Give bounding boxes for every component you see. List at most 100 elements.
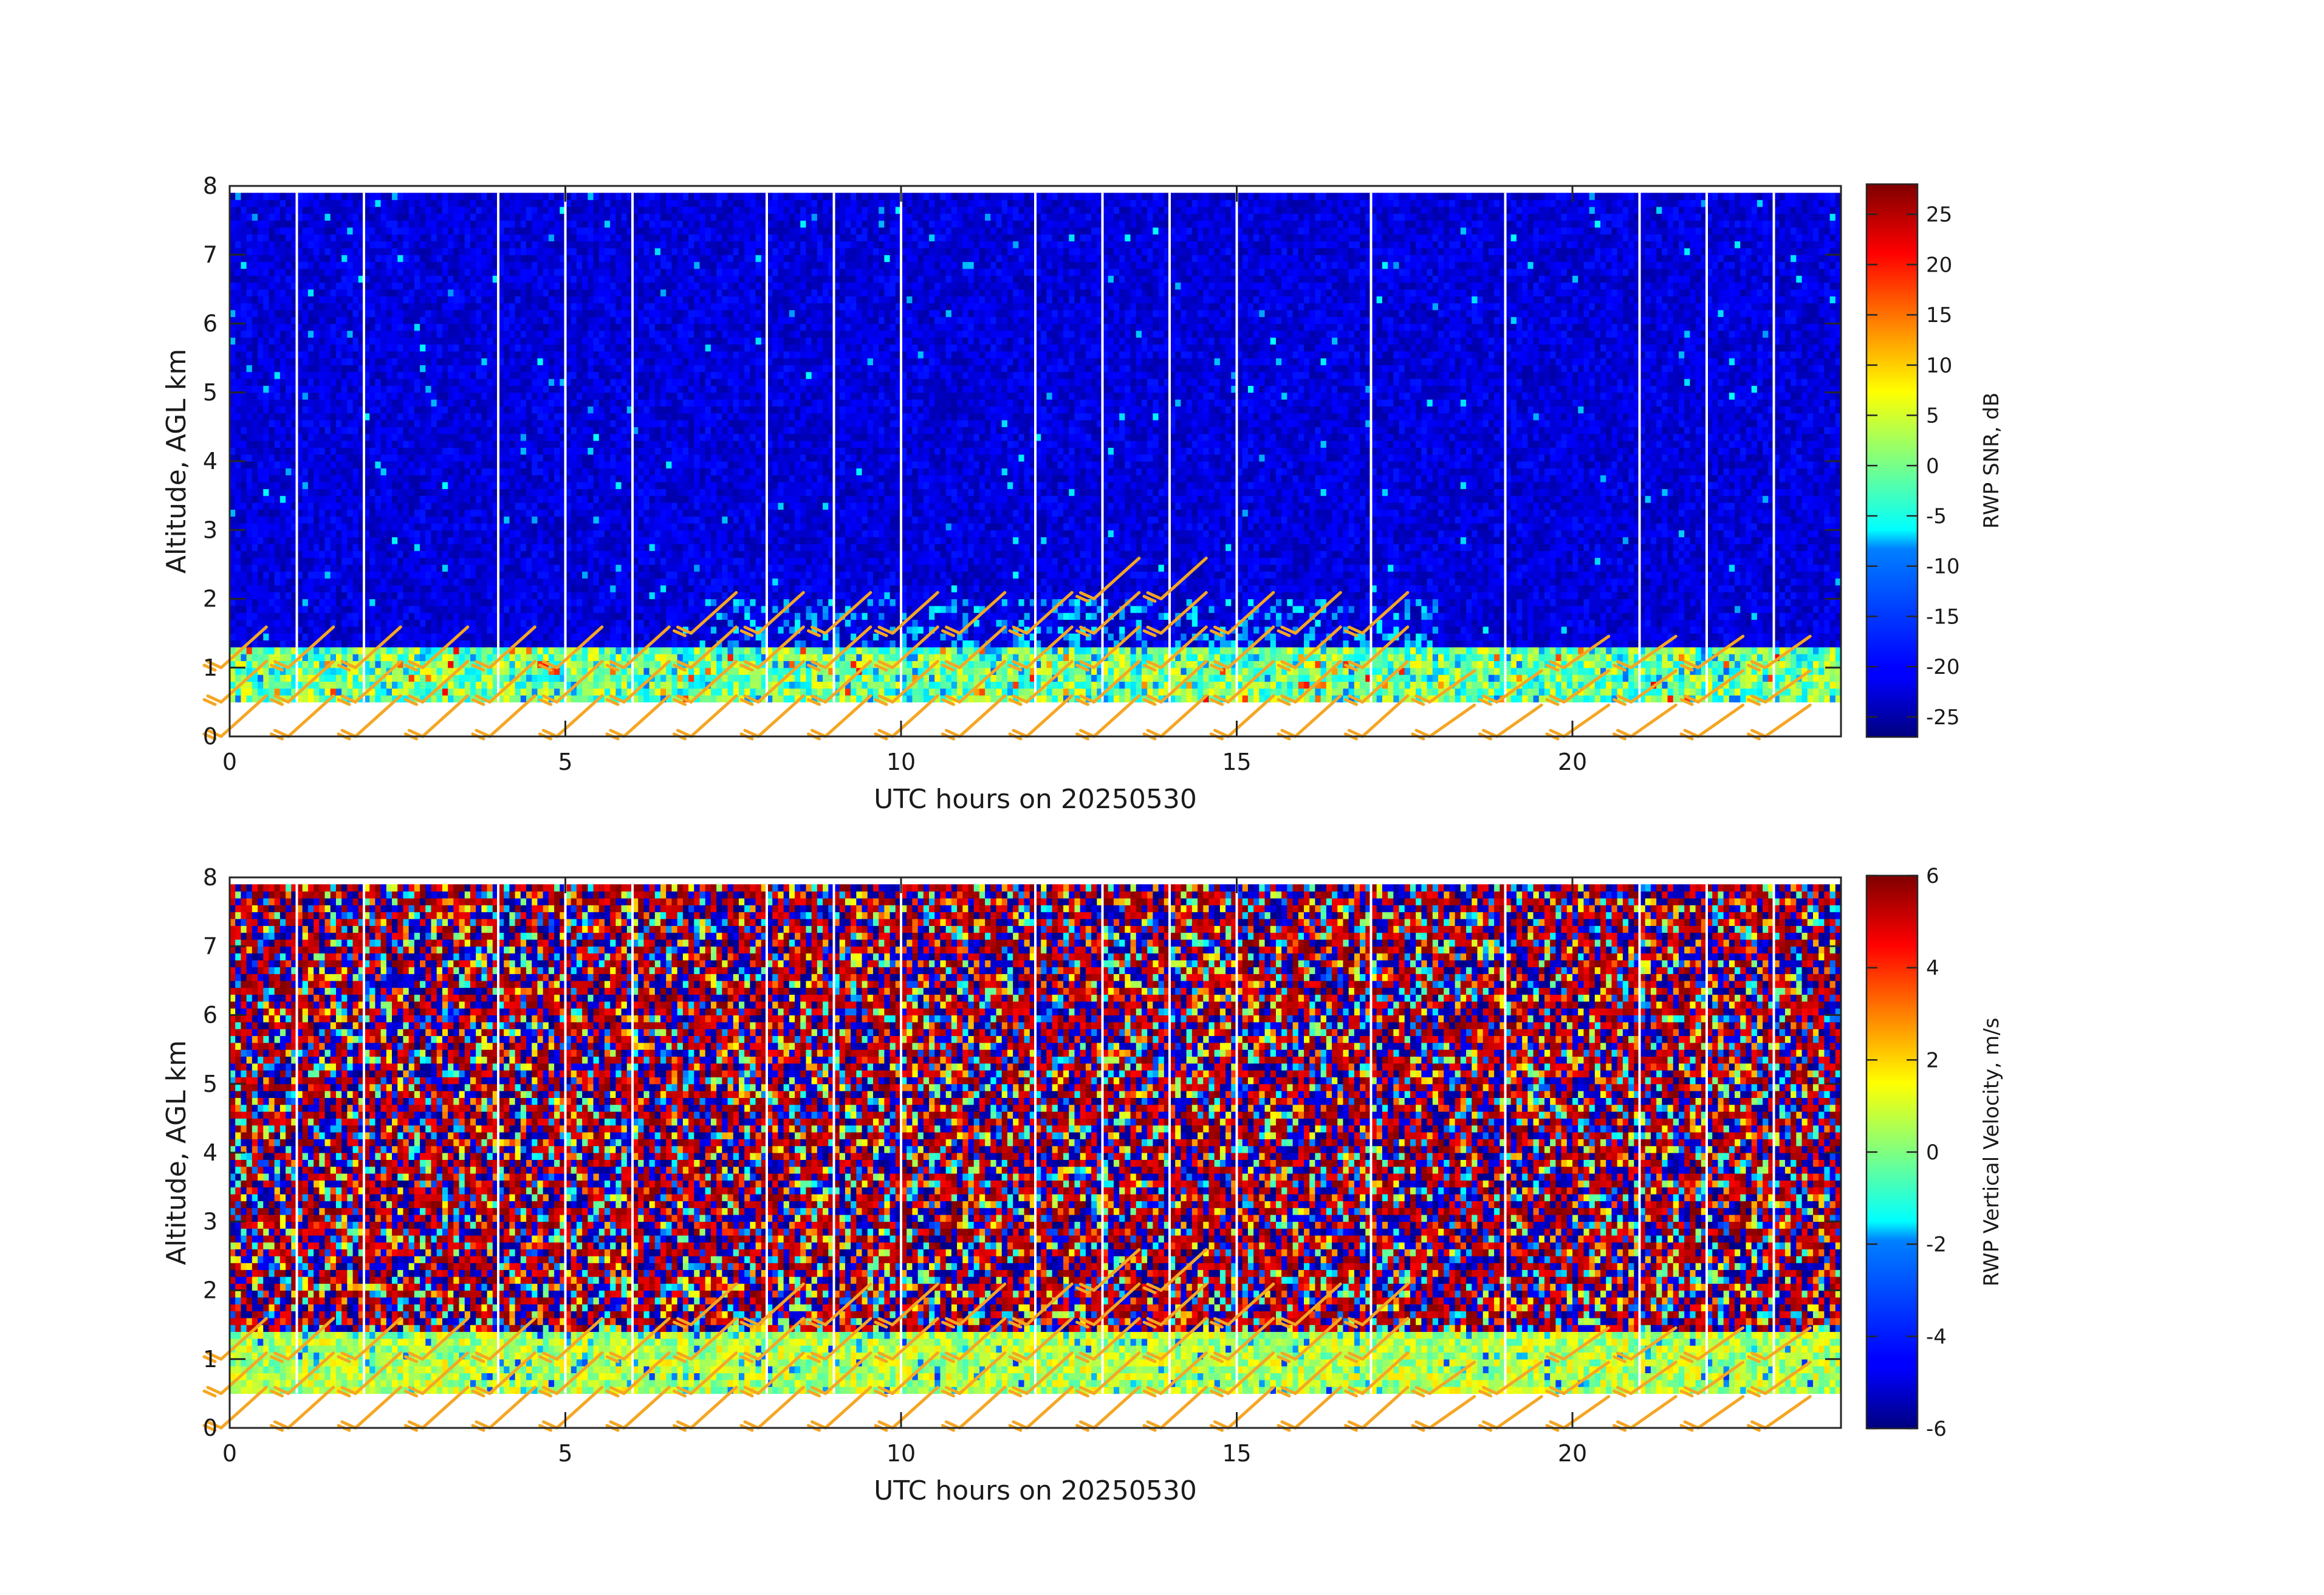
heatmap-cell: [431, 351, 437, 358]
heatmap-cell: [341, 351, 348, 358]
heatmap-cell: [263, 489, 269, 496]
heatmap-cell: [437, 221, 443, 228]
heatmap-cell: [509, 482, 515, 489]
heatmap-cell: [336, 592, 342, 599]
heatmap-cell: [241, 207, 247, 214]
heatmap-cell: [414, 619, 420, 626]
heatmap-cell: [459, 468, 465, 475]
heatmap-cell: [465, 578, 471, 586]
heatmap-cell: [532, 221, 538, 228]
heatmap-cell: [537, 461, 543, 468]
heatmap-cell: [504, 255, 510, 262]
heatmap-cell: [341, 248, 348, 255]
heatmap-cell: [381, 427, 387, 434]
heatmap-cell: [409, 331, 415, 338]
heatmap-cell: [543, 427, 549, 434]
heatmap-cell: [403, 461, 409, 468]
heatmap-cell: [347, 674, 353, 682]
heatmap-cell: [386, 516, 392, 524]
heatmap-cell: [465, 310, 471, 317]
heatmap-cell: [521, 647, 527, 654]
heatmap-cell: [526, 558, 532, 565]
heatmap-cell: [386, 193, 392, 200]
heatmap-cell: [263, 668, 269, 675]
heatmap-cell: [459, 296, 465, 303]
heatmap-cell: [509, 207, 515, 214]
heatmap-cell: [275, 337, 281, 345]
heatmap-cell: [431, 482, 437, 489]
heatmap-cell: [275, 358, 281, 365]
heatmap-cell: [280, 351, 286, 358]
heatmap-cell: [532, 413, 538, 420]
heatmap-cell: [241, 372, 247, 379]
heatmap-cell: [476, 296, 482, 303]
heatmap-cell: [386, 283, 392, 290]
heatmap-cell: [392, 351, 398, 358]
heatmap-cell: [258, 331, 264, 338]
heatmap-cell: [258, 413, 264, 420]
heatmap-cell: [314, 647, 320, 654]
heatmap-cell: [431, 234, 437, 241]
heatmap-cell: [521, 695, 527, 702]
heatmap-cell: [252, 660, 258, 668]
heatmap-cell: [325, 509, 331, 516]
heatmap-cell: [397, 454, 403, 462]
heatmap-cell: [537, 227, 543, 235]
heatmap-cell: [331, 269, 337, 276]
heatmap-cell: [403, 365, 409, 372]
heatmap-cell: [476, 193, 482, 200]
heatmap-cell: [303, 289, 309, 297]
heatmap-cell: [476, 227, 482, 235]
heatmap-cell: [543, 296, 549, 303]
heatmap-cell: [521, 578, 527, 586]
heatmap-cell: [476, 221, 482, 228]
heatmap-cell: [442, 248, 448, 255]
heatmap-cell: [247, 654, 253, 661]
heatmap-cell: [397, 234, 403, 241]
heatmap-cell: [280, 468, 286, 475]
heatmap-cell: [526, 599, 532, 606]
heatmap-cell: [509, 427, 515, 434]
heatmap-cell: [504, 454, 510, 462]
heatmap-cell: [241, 234, 247, 241]
heatmap-cell: [453, 640, 459, 647]
heatmap-cell: [420, 599, 426, 606]
heatmap-cell: [526, 365, 532, 372]
heatmap-cell: [369, 283, 375, 290]
heatmap-cell: [280, 530, 286, 537]
heatmap-cell: [375, 688, 381, 696]
heatmap-cell: [431, 289, 437, 297]
heatmap-cell: [465, 516, 471, 524]
heatmap-cell: [521, 310, 527, 317]
heatmap-cell: [487, 358, 493, 365]
heatmap-cell: [409, 193, 415, 200]
heatmap-cell: [526, 503, 532, 510]
heatmap-cell: [459, 523, 465, 530]
heatmap-cell: [420, 365, 426, 372]
heatmap-cell: [275, 544, 281, 551]
heatmap-cell: [414, 331, 420, 338]
heatmap-cell: [280, 674, 286, 682]
heatmap-cell: [341, 585, 348, 592]
heatmap-cell: [280, 461, 286, 468]
heatmap-cell: [509, 269, 515, 276]
heatmap-cell: [235, 427, 241, 434]
heatmap-cell: [537, 668, 543, 675]
heatmap-cell: [504, 221, 510, 228]
heatmap-cell: [465, 585, 471, 592]
heatmap-cell: [314, 688, 320, 696]
heatmap-cell: [325, 255, 331, 262]
heatmap-cell: [414, 530, 420, 537]
heatmap-cell: [235, 275, 241, 283]
heatmap-cell: [448, 303, 454, 310]
heatmap-cell: [437, 331, 443, 338]
heatmap-cell: [319, 275, 325, 283]
heatmap-cell: [487, 344, 493, 351]
heatmap-cell: [247, 310, 253, 317]
heatmap-cell: [375, 399, 381, 406]
heatmap-cell: [275, 640, 281, 647]
heatmap-cell: [470, 262, 476, 269]
heatmap-cell: [515, 695, 521, 702]
heatmap-cell: [347, 633, 353, 640]
heatmap-cell: [381, 255, 387, 262]
